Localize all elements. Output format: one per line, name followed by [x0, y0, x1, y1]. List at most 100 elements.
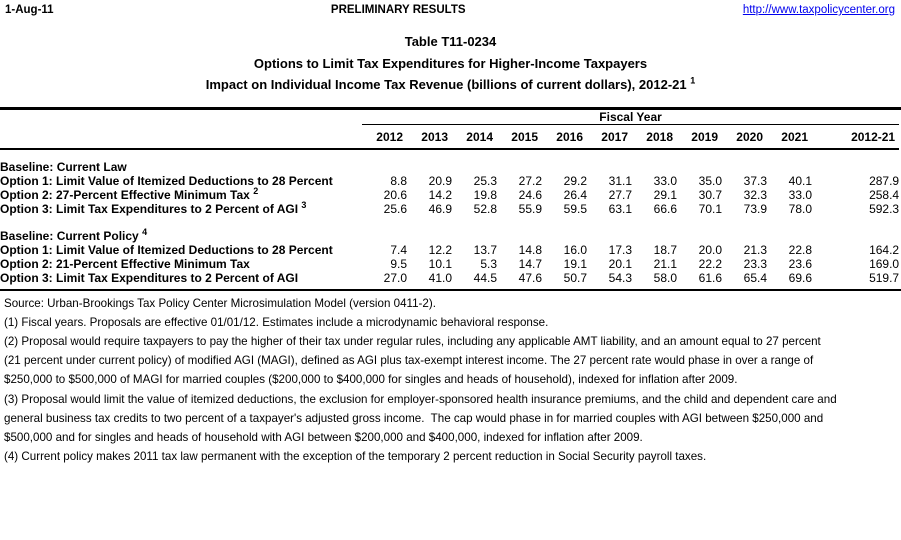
value-cell: 25.3 [473, 173, 497, 188]
value-cell: 29.1 [653, 187, 677, 202]
value-cell: 19.1 [563, 256, 587, 271]
value-cell: 69.6 [788, 270, 812, 285]
footnote-line-3b: general business tax credits to two perc… [4, 411, 824, 425]
fiscal-year-row: Fiscal Year [0, 109, 900, 125]
value-cell: 65.4 [743, 270, 767, 285]
value-cell-total: 287.9 [869, 173, 900, 188]
footnote-marker: 4 [142, 226, 148, 237]
option-label: Option 1: Limit Value of Itemized Deduct… [0, 173, 333, 188]
value-cell: 26.4 [563, 187, 587, 202]
value-cell: 29.2 [563, 173, 587, 188]
year-header-2017: 2017 [587, 124, 632, 150]
revenue-table: Fiscal Year 2012 2013 2014 2015 2016 201… [0, 109, 900, 285]
year-header-row: 2012 2013 2014 2015 2016 2017 2018 2019 … [0, 124, 900, 150]
preliminary-results-label: PRELIMINARY RESULTS [330, 4, 466, 16]
value-cell: 22.2 [698, 256, 722, 271]
value-cell: 31.1 [608, 173, 632, 188]
value-cell: 19.8 [473, 187, 497, 202]
footnote-line-3: (3) Proposal would limit the value of it… [4, 392, 837, 406]
footnote-line-4: (4) Current policy makes 2011 tax law pe… [4, 450, 707, 464]
row-cp-option-2: Option 2: 21-Percent Effective Minimum T… [0, 257, 899, 271]
value-cell: 23.3 [743, 256, 767, 271]
value-cell: 35.0 [698, 173, 722, 188]
table-top-rule [0, 106, 901, 110]
value-cell-total: 164.2 [869, 242, 900, 257]
value-cell: 14.7 [518, 256, 542, 271]
year-header-2021: 2021 [767, 124, 812, 150]
value-cell: 24.6 [518, 187, 542, 202]
value-cell: 23.6 [788, 256, 812, 271]
value-cell: 46.9 [428, 201, 452, 216]
value-cell: 16.0 [563, 242, 587, 257]
year-header-2015: 2015 [497, 124, 542, 150]
year-header-2020: 2020 [722, 124, 767, 150]
table-bottom-rule [0, 288, 901, 291]
value-cell: 33.0 [653, 173, 677, 188]
value-cell: 12.2 [428, 242, 452, 257]
value-cell: 14.8 [518, 242, 542, 257]
header-date: 1-Aug-11 [5, 4, 54, 16]
value-cell: 63.1 [608, 201, 632, 216]
year-header-2013: 2013 [407, 124, 452, 150]
value-cell: 59.5 [563, 201, 587, 216]
value-cell: 27.0 [383, 270, 407, 285]
footnote-line-1: (1) Fiscal years. Proposals are effectiv… [4, 315, 549, 329]
value-cell: 50.7 [563, 270, 587, 285]
taxpolicycenter-link[interactable]: http://www.taxpolicycenter.org [742, 4, 895, 16]
value-cell: 27.7 [608, 187, 632, 202]
value-cell: 54.3 [608, 270, 632, 285]
value-cell: 10.1 [428, 256, 452, 271]
row-cp-option-3: Option 3: Limit Tax Expenditures to 2 Pe… [0, 271, 899, 285]
value-cell: 40.1 [788, 173, 812, 188]
year-header-2016: 2016 [542, 124, 587, 150]
footnotes-block: Source: Urban-Brookings Tax Policy Cente… [0, 291, 901, 467]
year-header-2012: 2012 [362, 124, 407, 150]
row-cl-option-2: Option 2: 27-Percent Effective Minimum T… [0, 185, 900, 202]
value-cell: 41.0 [428, 270, 452, 285]
footnote-line-2c: $250,000 to $500,000 of MAGI for married… [4, 373, 738, 387]
option-label: Option 3: Limit Tax Expenditures to 2 Pe… [0, 270, 299, 285]
value-cell: 7.4 [390, 242, 407, 257]
table-title: Options to Limit Tax Expenditures for Hi… [253, 55, 648, 71]
year-header-2019: 2019 [677, 124, 722, 150]
footnote-marker: 2 [253, 185, 259, 196]
table-number-title: Table T11-0234 [404, 34, 497, 49]
value-cell: 70.1 [698, 201, 722, 216]
section-row-current-law: Baseline: Current Law [0, 149, 899, 174]
value-cell: 9.5 [390, 256, 407, 271]
section-row-current-policy: Baseline: Current Policy 4 [0, 226, 899, 243]
value-cell: 25.6 [383, 201, 407, 216]
row-cp-option-1: Option 1: Limit Value of Itemized Deduct… [0, 243, 899, 257]
value-cell: 14.2 [428, 187, 452, 202]
footnote-line-2: (2) Proposal would require taxpayers to … [4, 334, 821, 348]
value-cell: 52.8 [473, 201, 497, 216]
value-cell: 18.7 [653, 242, 677, 257]
value-cell: 30.7 [698, 187, 722, 202]
value-cell-total: 169.0 [869, 256, 900, 271]
title-block: Table T11-0234 Options to Limit Tax Expe… [0, 31, 901, 96]
empty-label-header-cell [0, 124, 362, 150]
value-cell: 44.5 [473, 270, 497, 285]
value-cell-total: 258.4 [869, 187, 900, 202]
subtitle-footnote-marker: 1 [690, 75, 696, 86]
value-cell: 20.0 [698, 242, 722, 257]
year-header-2018: 2018 [632, 124, 677, 150]
value-cell-total: 592.3 [869, 201, 900, 216]
row-cl-option-3: Option 3: Limit Tax Expenditures to 2 Pe… [0, 200, 900, 216]
table-subtitle: Impact on Individual Income Tax Revenue … [205, 75, 696, 92]
value-cell: 66.6 [653, 201, 677, 216]
value-cell: 20.9 [428, 173, 452, 188]
row-cl-option-1: Option 1: Limit Value of Itemized Deduct… [0, 174, 899, 188]
value-cell: 21.1 [653, 256, 677, 271]
year-header-2014: 2014 [452, 124, 497, 150]
value-cell: 5.3 [480, 256, 497, 271]
value-cell: 21.3 [743, 242, 767, 257]
value-cell: 78.0 [788, 201, 812, 216]
value-cell-total: 519.7 [869, 270, 900, 285]
year-header-total: 2012-21 [812, 124, 900, 150]
table-spacer [0, 216, 899, 229]
option-label: Option 2: 27-Percent Effective Minimum T… [0, 185, 259, 202]
value-cell: 32.3 [743, 187, 767, 202]
value-cell: 33.0 [788, 187, 812, 202]
value-cell: 22.8 [788, 242, 812, 257]
